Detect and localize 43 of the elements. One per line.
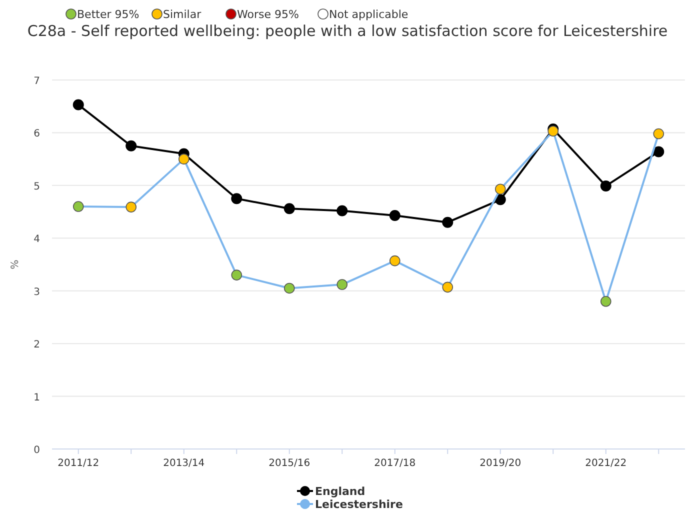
y-axis-title: %	[10, 260, 21, 270]
point	[126, 202, 137, 212]
point	[231, 270, 242, 280]
point	[126, 140, 137, 152]
point	[72, 99, 84, 110]
point	[389, 255, 400, 266]
y-tick-label: 1	[34, 392, 40, 404]
y-tick-label: 5	[34, 181, 40, 192]
text: Not applicable	[329, 8, 408, 21]
point	[600, 180, 612, 192]
y-tick-label: 3	[34, 286, 40, 298]
legend-label: England	[315, 485, 366, 498]
point	[653, 146, 664, 158]
y-tick-label: 2	[34, 340, 40, 351]
point	[600, 296, 612, 307]
point	[389, 210, 400, 221]
point	[653, 128, 664, 140]
point	[336, 205, 348, 216]
point	[442, 216, 454, 228]
point	[72, 201, 84, 212]
x-tick-label: 2011/12	[58, 458, 100, 469]
point	[231, 193, 242, 204]
y-tick-label: 6	[34, 128, 40, 140]
x-tick-label: 2017/18	[374, 458, 416, 469]
point	[284, 203, 295, 214]
text: Similar	[163, 8, 202, 21]
text: Better 95%	[77, 8, 140, 21]
y-tick-label: 7	[34, 76, 40, 87]
text: Worse 95%	[237, 8, 299, 21]
point	[494, 194, 506, 206]
point	[442, 282, 454, 293]
y-tick-label: 0	[34, 445, 40, 456]
legend-label: Leicestershire	[315, 498, 403, 511]
chart-title: C28a - Self reported wellbeing: people with a low satisfaction score for Leicestershire	[27, 22, 668, 40]
y-tick-label: 4	[34, 234, 40, 246]
x-tick-label: 2015/16	[268, 458, 310, 469]
x-tick-label: 2021/22	[585, 458, 627, 469]
point	[284, 282, 295, 294]
x-tick-label: 2013/14	[163, 458, 205, 469]
point	[336, 279, 348, 290]
point	[178, 154, 190, 164]
x-tick-label: 2019/20	[480, 458, 522, 469]
point	[494, 184, 506, 195]
